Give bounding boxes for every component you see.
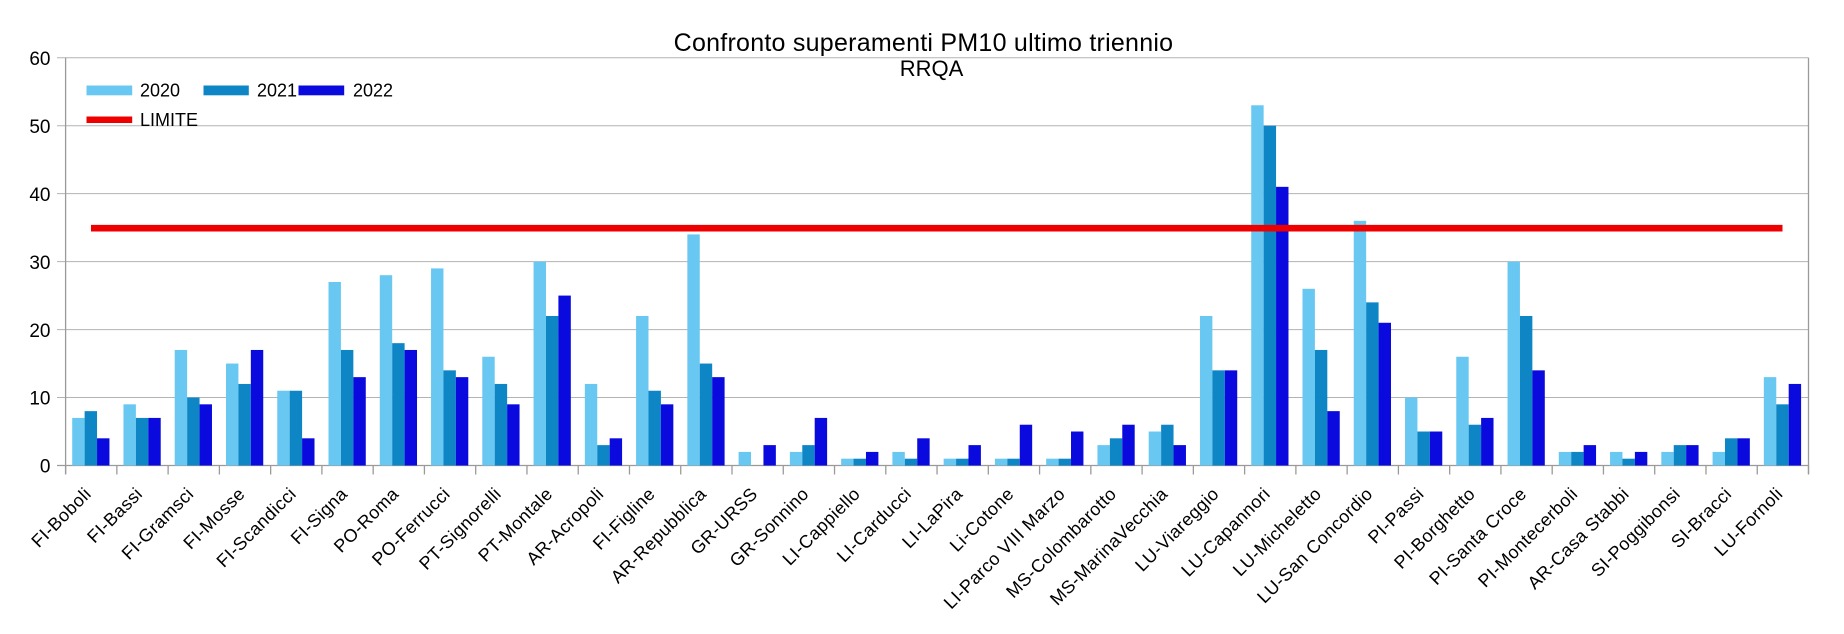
svg-text:Confronto superamenti PM10 ult: Confronto superamenti PM10 ultimo trienn… <box>674 29 1174 57</box>
svg-text:20: 20 <box>29 321 50 342</box>
svg-text:30: 30 <box>29 253 50 274</box>
svg-text:2021: 2021 <box>257 81 297 101</box>
svg-text:0: 0 <box>40 457 51 478</box>
svg-text:10: 10 <box>29 389 50 410</box>
svg-text:LIMITE: LIMITE <box>140 110 198 130</box>
svg-text:40: 40 <box>29 185 50 206</box>
svg-text:2022: 2022 <box>353 81 393 101</box>
svg-text:RRQA: RRQA <box>900 56 964 81</box>
svg-text:50: 50 <box>29 117 50 138</box>
svg-text:2020: 2020 <box>140 81 180 101</box>
svg-text:60: 60 <box>29 49 50 70</box>
